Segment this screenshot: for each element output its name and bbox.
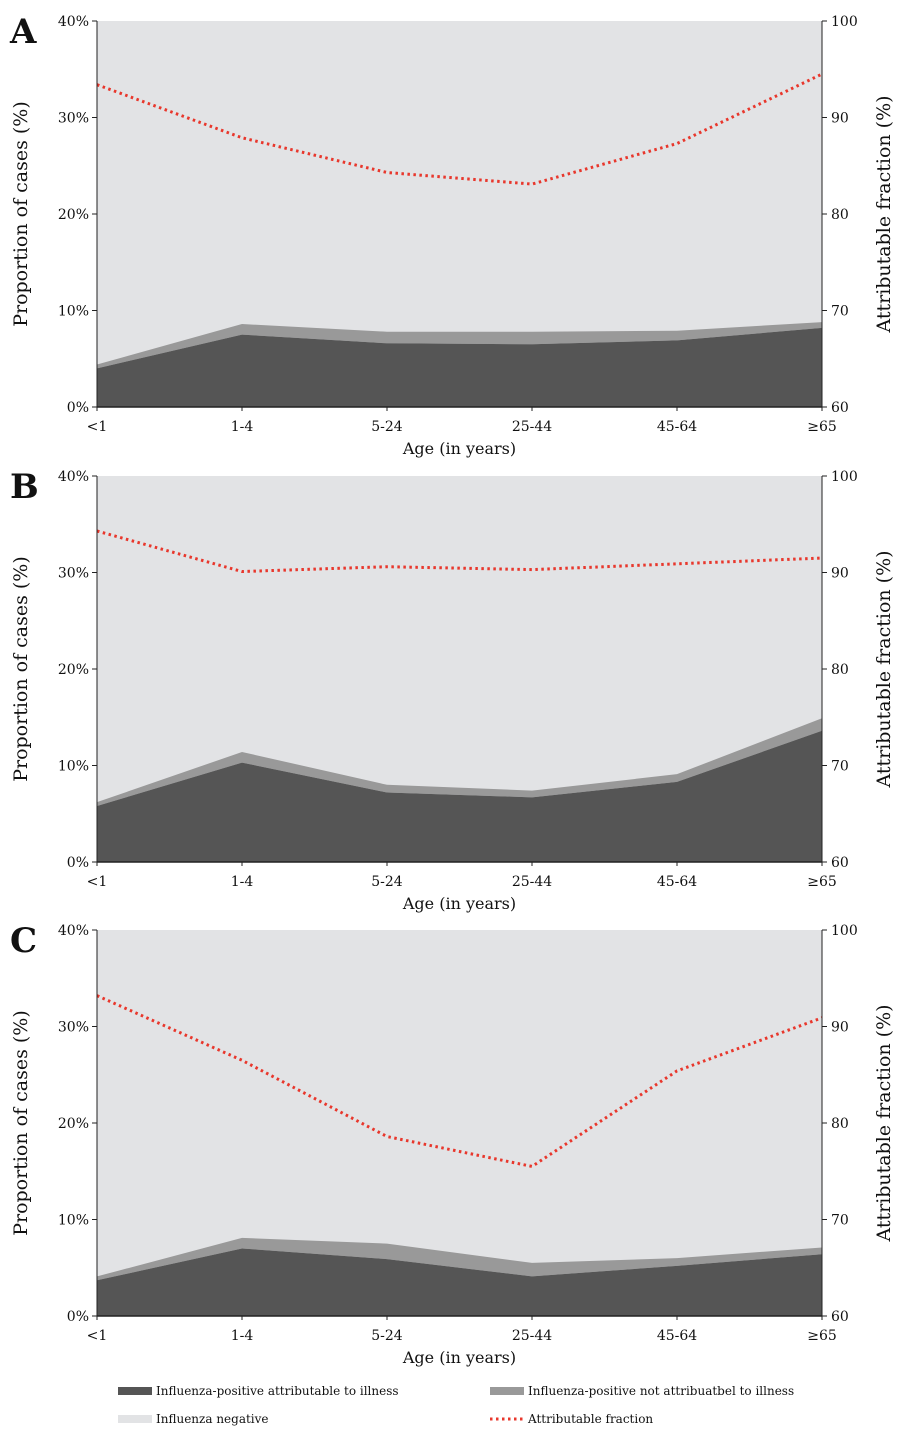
x-tick-label: 5-24 <box>371 419 403 435</box>
legend: Influenza-positive attributable to illne… <box>118 1384 794 1426</box>
y2-tick-label: 80 <box>831 207 849 223</box>
x-tick-label: 45-64 <box>657 874 697 890</box>
y2-tick-label: 90 <box>831 566 849 582</box>
y2-tick-label: 70 <box>831 1213 849 1229</box>
attributable-fraction-line <box>96 994 823 1169</box>
x-axis-label: Age (in years) <box>402 439 516 458</box>
y-tick-label: 20% <box>58 662 89 678</box>
y2-tick-label: 100 <box>831 469 858 485</box>
x-tick-label: 45-64 <box>657 419 697 435</box>
y2-axis-label: Attributable fraction (%) <box>873 95 895 333</box>
y-tick-label: 10% <box>58 759 89 775</box>
legend-item-negative: Influenza negative <box>118 1412 269 1426</box>
positive-attributable-area <box>97 327 822 407</box>
x-tick-label: 25-44 <box>512 419 552 435</box>
panel-b: 0% 10% 20% 30% 40% 60 70 80 90 100 <1 1-4 5-24 25-44 4… <box>10 467 895 913</box>
attributable-fraction-line <box>96 529 823 574</box>
y-tick-label: 20% <box>58 1116 89 1132</box>
x-tick-label: 45-64 <box>657 1328 697 1344</box>
x-tick-label: 25-44 <box>512 874 552 890</box>
y-tick-label: 30% <box>58 1020 89 1036</box>
legend-label: Attributable fraction <box>527 1412 653 1426</box>
y-tick-label: 10% <box>58 1213 89 1229</box>
x-tick-label: 1-4 <box>231 874 254 890</box>
y-tick-label: 0% <box>67 400 89 416</box>
x-tick-label: <1 <box>87 419 108 435</box>
y-tick-label: 20% <box>58 207 89 223</box>
panel-c: 0% 10% 20% 30% 40% 60 70 80 90 100 <1 1-4 5-24 25-44 4… <box>10 921 895 1367</box>
y-axis-label: Proportion of cases (%) <box>10 101 32 327</box>
y2-tick-label: 70 <box>831 304 849 320</box>
y-axis-label: Proportion of cases (%) <box>10 556 32 782</box>
x-tick-label: <1 <box>87 1328 108 1344</box>
positive-attributable-area <box>97 730 822 862</box>
y-tick-label: 0% <box>67 855 89 871</box>
y-tick-label: 40% <box>58 923 89 939</box>
x-tick-label: ≥65 <box>807 874 837 890</box>
y2-tick-label: 100 <box>831 14 858 30</box>
positive-not-attributable-area <box>97 1237 822 1281</box>
x-axis-label: Age (in years) <box>402 894 516 913</box>
y2-tick-label: 80 <box>831 1116 849 1132</box>
legend-label: Influenza-positive attributable to illne… <box>156 1384 399 1398</box>
y2-tick-label: 60 <box>831 400 849 416</box>
x-axis-label: Age (in years) <box>402 1348 516 1367</box>
y2-tick-label: 60 <box>831 1309 849 1325</box>
x-tick-label: 25-44 <box>512 1328 552 1344</box>
y-axis-label: Proportion of cases (%) <box>10 1010 32 1236</box>
legend-swatch <box>118 1387 152 1395</box>
panel-a: 0% 10% 20% 30% 40% 60 70 80 90 100 <1 1-4 5-24 25-44 4… <box>9 12 895 458</box>
y2-tick-label: 90 <box>831 111 849 127</box>
x-tick-label: 1-4 <box>231 1328 254 1344</box>
x-tick-label: ≥65 <box>807 419 837 435</box>
y-tick-label: 40% <box>58 14 89 30</box>
legend-item-attributable-fraction: Attributable fraction <box>490 1412 653 1426</box>
x-tick-label: <1 <box>87 874 108 890</box>
positive-attributable-area <box>97 1248 822 1316</box>
panel-letter: C <box>10 921 37 961</box>
x-tick-label: 1-4 <box>231 419 254 435</box>
y2-tick-label: 60 <box>831 855 849 871</box>
panels: 0% 10% 20% 30% 40% 60 70 80 90 100 <1 1-4 5-24 25-44 4… <box>9 12 895 1367</box>
y-tick-label: 30% <box>58 111 89 127</box>
attributable-fraction-line <box>96 72 823 186</box>
positive-not-attributable-area <box>97 718 822 807</box>
legend-label: Influenza negative <box>156 1412 269 1426</box>
y2-axis-label: Attributable fraction (%) <box>873 550 895 788</box>
x-tick-label: 5-24 <box>371 874 403 890</box>
positive-not-attributable-area <box>97 322 822 369</box>
panel-letter: A <box>9 12 37 52</box>
y-tick-label: 40% <box>58 469 89 485</box>
y2-tick-label: 90 <box>831 1020 849 1036</box>
legend-item-positive-not-attributable: Influenza-positive not attribuatbel to i… <box>490 1384 794 1398</box>
y2-tick-label: 70 <box>831 759 849 775</box>
y-tick-label: 0% <box>67 1309 89 1325</box>
legend-swatch <box>490 1387 524 1395</box>
x-tick-label: ≥65 <box>807 1328 837 1344</box>
y2-axis-label: Attributable fraction (%) <box>873 1004 895 1242</box>
y2-tick-label: 80 <box>831 662 849 678</box>
y-tick-label: 10% <box>58 304 89 320</box>
panel-letter: B <box>10 467 39 507</box>
x-tick-label: 5-24 <box>371 1328 403 1344</box>
legend-label: Influenza-positive not attribuatbel to i… <box>528 1384 794 1398</box>
legend-item-positive-attributable: Influenza-positive attributable to illne… <box>118 1384 399 1398</box>
y2-tick-label: 100 <box>831 923 858 939</box>
y-tick-label: 30% <box>58 566 89 582</box>
legend-swatch <box>118 1415 152 1423</box>
